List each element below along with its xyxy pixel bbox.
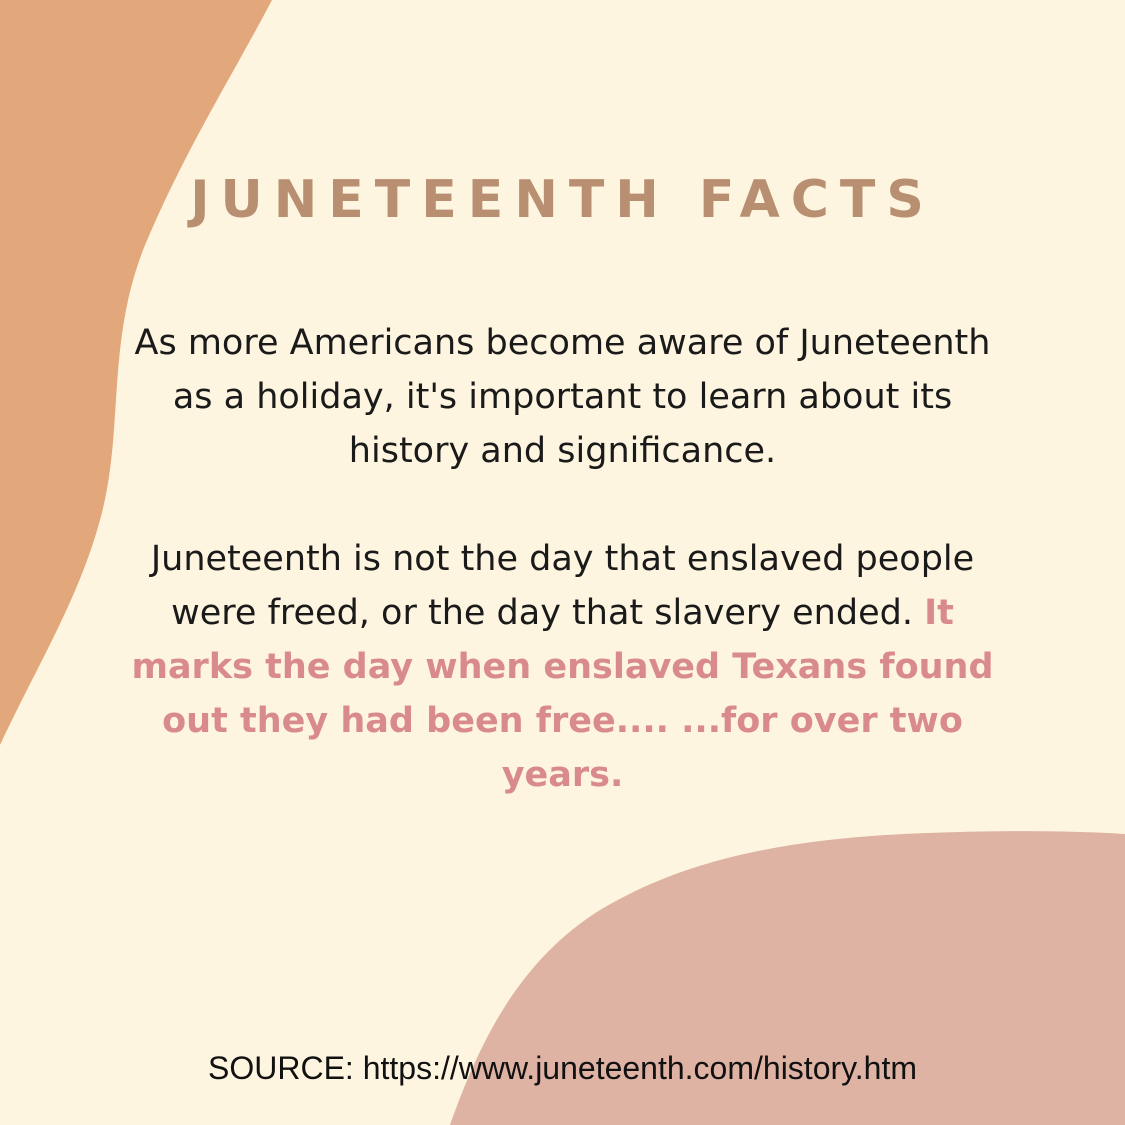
highlighted-fact-text: It marks the day when enslaved Texans fo… xyxy=(131,593,994,795)
fact-paragraph: Juneteenth is not the day that enslaved … xyxy=(120,532,1005,802)
bottom-pink-blob xyxy=(450,831,1125,1125)
page-title: JUNETEENTH FACTS xyxy=(190,170,935,230)
intro-paragraph: As more Americans become aware of Junete… xyxy=(134,323,991,471)
fact-text: Juneteenth is not the day that enslaved … xyxy=(150,539,975,633)
source-citation: SOURCE: https://www.juneteenth.com/histo… xyxy=(208,1050,917,1086)
left-orange-blob xyxy=(0,0,272,745)
